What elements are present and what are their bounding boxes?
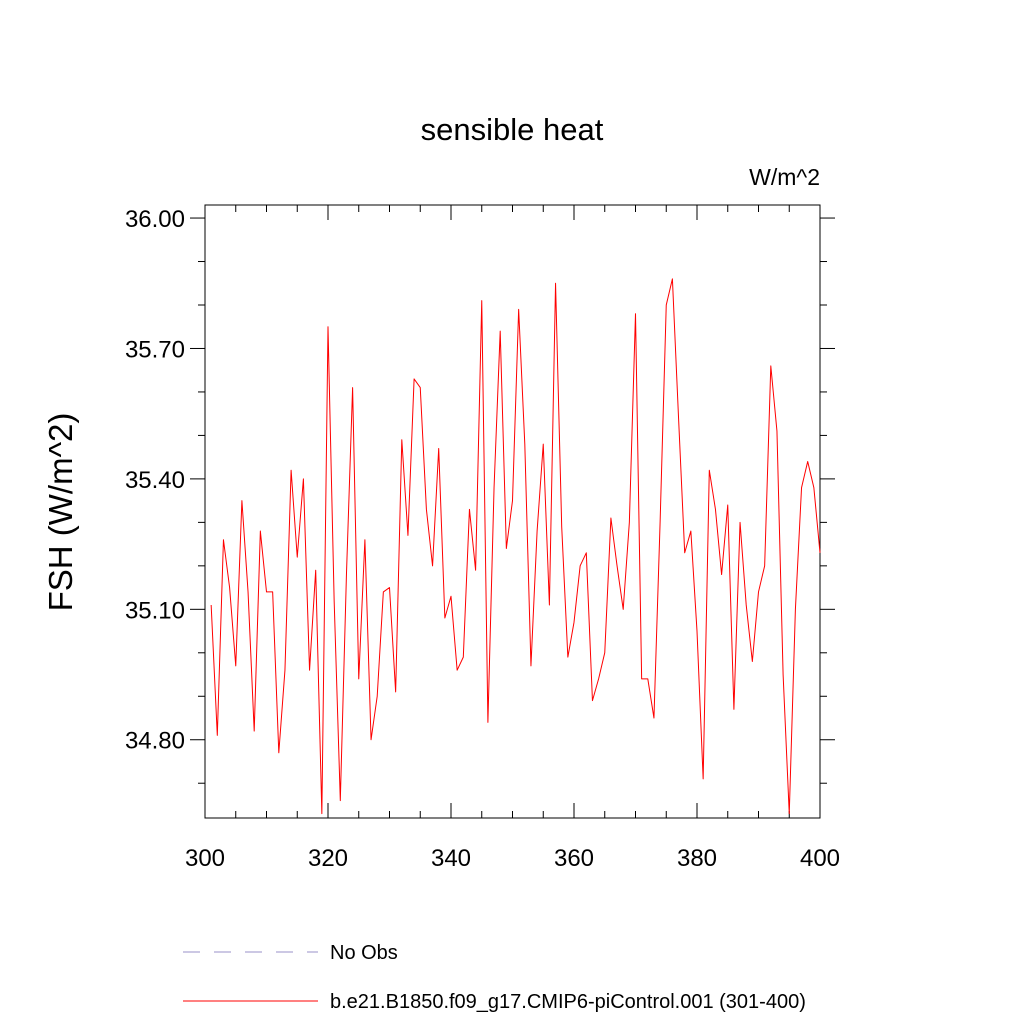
y-tick-label: 35.40 <box>125 467 185 494</box>
x-tick-label: 360 <box>554 845 594 872</box>
y-tick-label: 35.10 <box>125 597 185 624</box>
x-tick-label: 300 <box>185 845 225 872</box>
y-axis-label: FSH (W/m^2) <box>42 413 79 612</box>
x-tick-label: 400 <box>800 845 840 872</box>
legend: No Obs b.e21.B1850.f09_g17.CMIP6-piContro… <box>183 942 806 1013</box>
axes-frame: 300 320 340 360 380 400 34.80 35.10 35.40 35.70 36… <box>125 204 840 872</box>
x-tick-label: 320 <box>308 845 348 872</box>
y-tick-label: 36.00 <box>125 206 185 233</box>
units-label: W/m^2 <box>749 164 820 190</box>
y-tick-label: 34.80 <box>125 728 185 755</box>
legend-label: No Obs <box>330 942 398 964</box>
chart-title: sensible heat <box>421 112 604 147</box>
legend-label: b.e21.B1850.f09_g17.CMIP6-piControl.001 … <box>330 991 806 1013</box>
series-layer <box>210 278 821 815</box>
series-line <box>210 278 821 815</box>
x-tick-label: 340 <box>431 845 471 872</box>
x-tick-label: 380 <box>677 845 717 872</box>
y-tick-label: 35.70 <box>125 336 185 363</box>
